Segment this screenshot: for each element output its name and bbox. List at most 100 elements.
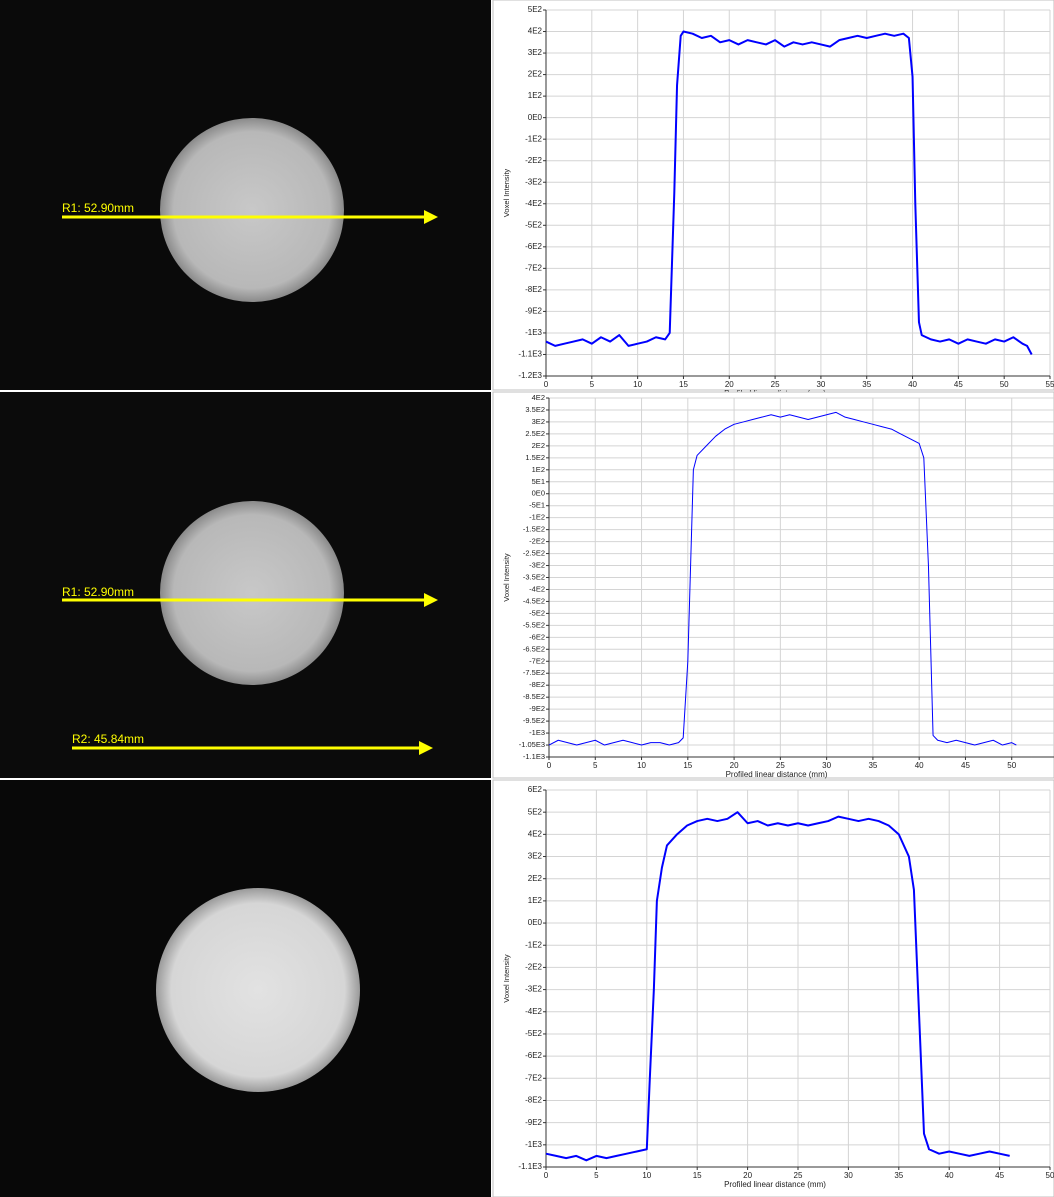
y-tick-label: -5E2 xyxy=(529,608,545,617)
labels: R1: 52.90mm R1: 52.90mm R2: 45.84mm xyxy=(62,201,144,746)
x-tick-label: 25 xyxy=(794,1171,803,1180)
y-tick-label: -8E2 xyxy=(529,680,545,689)
x-axis-title: Profiled linear distance (mm) xyxy=(726,770,828,779)
profile-line xyxy=(545,30,1033,355)
arrows xyxy=(62,210,438,755)
x-tick-label: 50 xyxy=(1046,1171,1054,1180)
x-tick-label: 25 xyxy=(776,761,785,770)
y-tick-label: -6.5E2 xyxy=(523,644,545,653)
y-tick-label: 0E0 xyxy=(528,918,543,927)
x-tick-label: 10 xyxy=(633,380,642,389)
y-tick-label: -8E2 xyxy=(525,285,542,294)
profile-line xyxy=(548,411,1017,746)
y-tick-label: -9E2 xyxy=(525,307,542,316)
y-tick-label: 3.5E2 xyxy=(525,405,545,414)
y-tick-label: 3E2 xyxy=(532,417,545,426)
y-tick-label: -5.5E2 xyxy=(523,620,545,629)
x-tick-label: 5 xyxy=(593,761,598,770)
chart-panel xyxy=(492,0,1054,391)
y-tick-label: 3E2 xyxy=(528,48,543,57)
arrowhead xyxy=(424,593,438,607)
y-tick-label: -1.1E3 xyxy=(523,752,545,761)
x-tick-label: 40 xyxy=(915,761,924,770)
y-tick-label: -7.5E2 xyxy=(523,668,545,677)
x-tick-label: 15 xyxy=(693,1171,702,1180)
x-tick-label: 35 xyxy=(894,1171,903,1180)
roi-label: R2: 45.84mm xyxy=(72,732,144,746)
y-tick-label: 1E2 xyxy=(532,465,545,474)
y-tick-label: -1E2 xyxy=(525,134,542,143)
x-tick-label: 45 xyxy=(995,1171,1004,1180)
x-tick-label: 0 xyxy=(547,761,552,770)
y-tick-label: -3.5E2 xyxy=(523,572,545,581)
y-tick-label: 5E1 xyxy=(532,477,545,486)
y-axis-title: Voxel Intensity xyxy=(502,553,511,602)
y-tick-label: -1.1E3 xyxy=(518,350,542,359)
x-tick-label: 10 xyxy=(642,1171,651,1180)
phantom xyxy=(160,501,344,685)
y-tick-label: 2E2 xyxy=(528,70,543,79)
y-tick-label: 2E2 xyxy=(528,874,543,883)
y-tick-label: -2E2 xyxy=(525,156,542,165)
y-tick-label: -1E3 xyxy=(525,328,542,337)
x-tick-label: 15 xyxy=(683,761,692,770)
y-tick-label: -1.05E3 xyxy=(519,740,545,749)
y-tick-label: -3E2 xyxy=(525,177,542,186)
y-tick-label: -8E2 xyxy=(525,1096,542,1105)
y-tick-label: -9E2 xyxy=(529,704,545,713)
x-tick-label: 5 xyxy=(594,1171,599,1180)
y-tick-label: -4E2 xyxy=(525,1007,542,1016)
x-tick-label: 45 xyxy=(961,761,970,770)
phantom xyxy=(156,888,360,1092)
x-tick-label: 0 xyxy=(544,1171,549,1180)
arrowhead xyxy=(419,741,433,755)
y-tick-label: 1E2 xyxy=(528,91,543,100)
y-tick-label: -3E2 xyxy=(529,561,545,570)
chart-panel xyxy=(492,391,1054,779)
y-axis-title: Voxel Intensity xyxy=(502,169,511,218)
y-tick-label: -1.2E3 xyxy=(518,371,542,380)
x-tick-label: 15 xyxy=(679,380,688,389)
profile-line xyxy=(545,811,1010,1162)
arrowhead xyxy=(424,210,438,224)
y-tick-label: 2.5E2 xyxy=(525,429,545,438)
roi-label: R1: 52.90mm xyxy=(62,201,134,215)
y-tick-label: 4E2 xyxy=(528,27,543,36)
y-tick-label: -1E2 xyxy=(525,940,542,949)
x-tick-label: 25 xyxy=(771,380,780,389)
x-axis-title: Profiled linear distance (mm) xyxy=(724,1180,826,1189)
x-tick-label: 55 xyxy=(1046,380,1054,389)
y-tick-label: 0E0 xyxy=(528,113,543,122)
x-tick-label: 40 xyxy=(945,1171,954,1180)
y-tick-label: -4E2 xyxy=(529,584,545,593)
y-tick-label: -2E2 xyxy=(525,963,542,972)
y-tick-label: -9E2 xyxy=(525,1118,542,1127)
y-tick-label: -8.5E2 xyxy=(523,692,545,701)
y-tick-label: -2.5E2 xyxy=(523,549,545,558)
y-tick-label: 1.5E2 xyxy=(525,453,545,462)
y-tick-label: 5E2 xyxy=(528,5,543,14)
y-tick-label: -4.5E2 xyxy=(523,596,545,605)
x-tick-label: 20 xyxy=(730,761,739,770)
x-tick-label: 35 xyxy=(868,761,877,770)
y-tick-label: -5E2 xyxy=(525,1029,542,1038)
x-tick-label: 10 xyxy=(637,761,646,770)
y-tick-label: -1.5E2 xyxy=(523,525,545,534)
y-tick-label: 4E2 xyxy=(528,829,543,838)
x-tick-label: 45 xyxy=(954,380,963,389)
x-tick-label: 20 xyxy=(743,1171,752,1180)
chart-panel xyxy=(492,779,1054,1197)
x-tick-label: 50 xyxy=(1000,380,1009,389)
y-tick-label: 5E2 xyxy=(528,807,543,816)
y-tick-label: -6E2 xyxy=(525,1051,542,1060)
y-tick-label: 1E2 xyxy=(528,896,543,905)
x-tick-label: 40 xyxy=(908,380,917,389)
y-tick-label: -7E2 xyxy=(529,656,545,665)
y-axis-title: Voxel Intensity xyxy=(502,954,511,1003)
y-tick-label: -9.5E2 xyxy=(523,716,545,725)
y-tick-label: -1E2 xyxy=(529,513,545,522)
y-tick-label: 3E2 xyxy=(528,852,543,861)
y-tick-label: 6E2 xyxy=(528,785,543,794)
x-tick-label: 50 xyxy=(1007,761,1016,770)
